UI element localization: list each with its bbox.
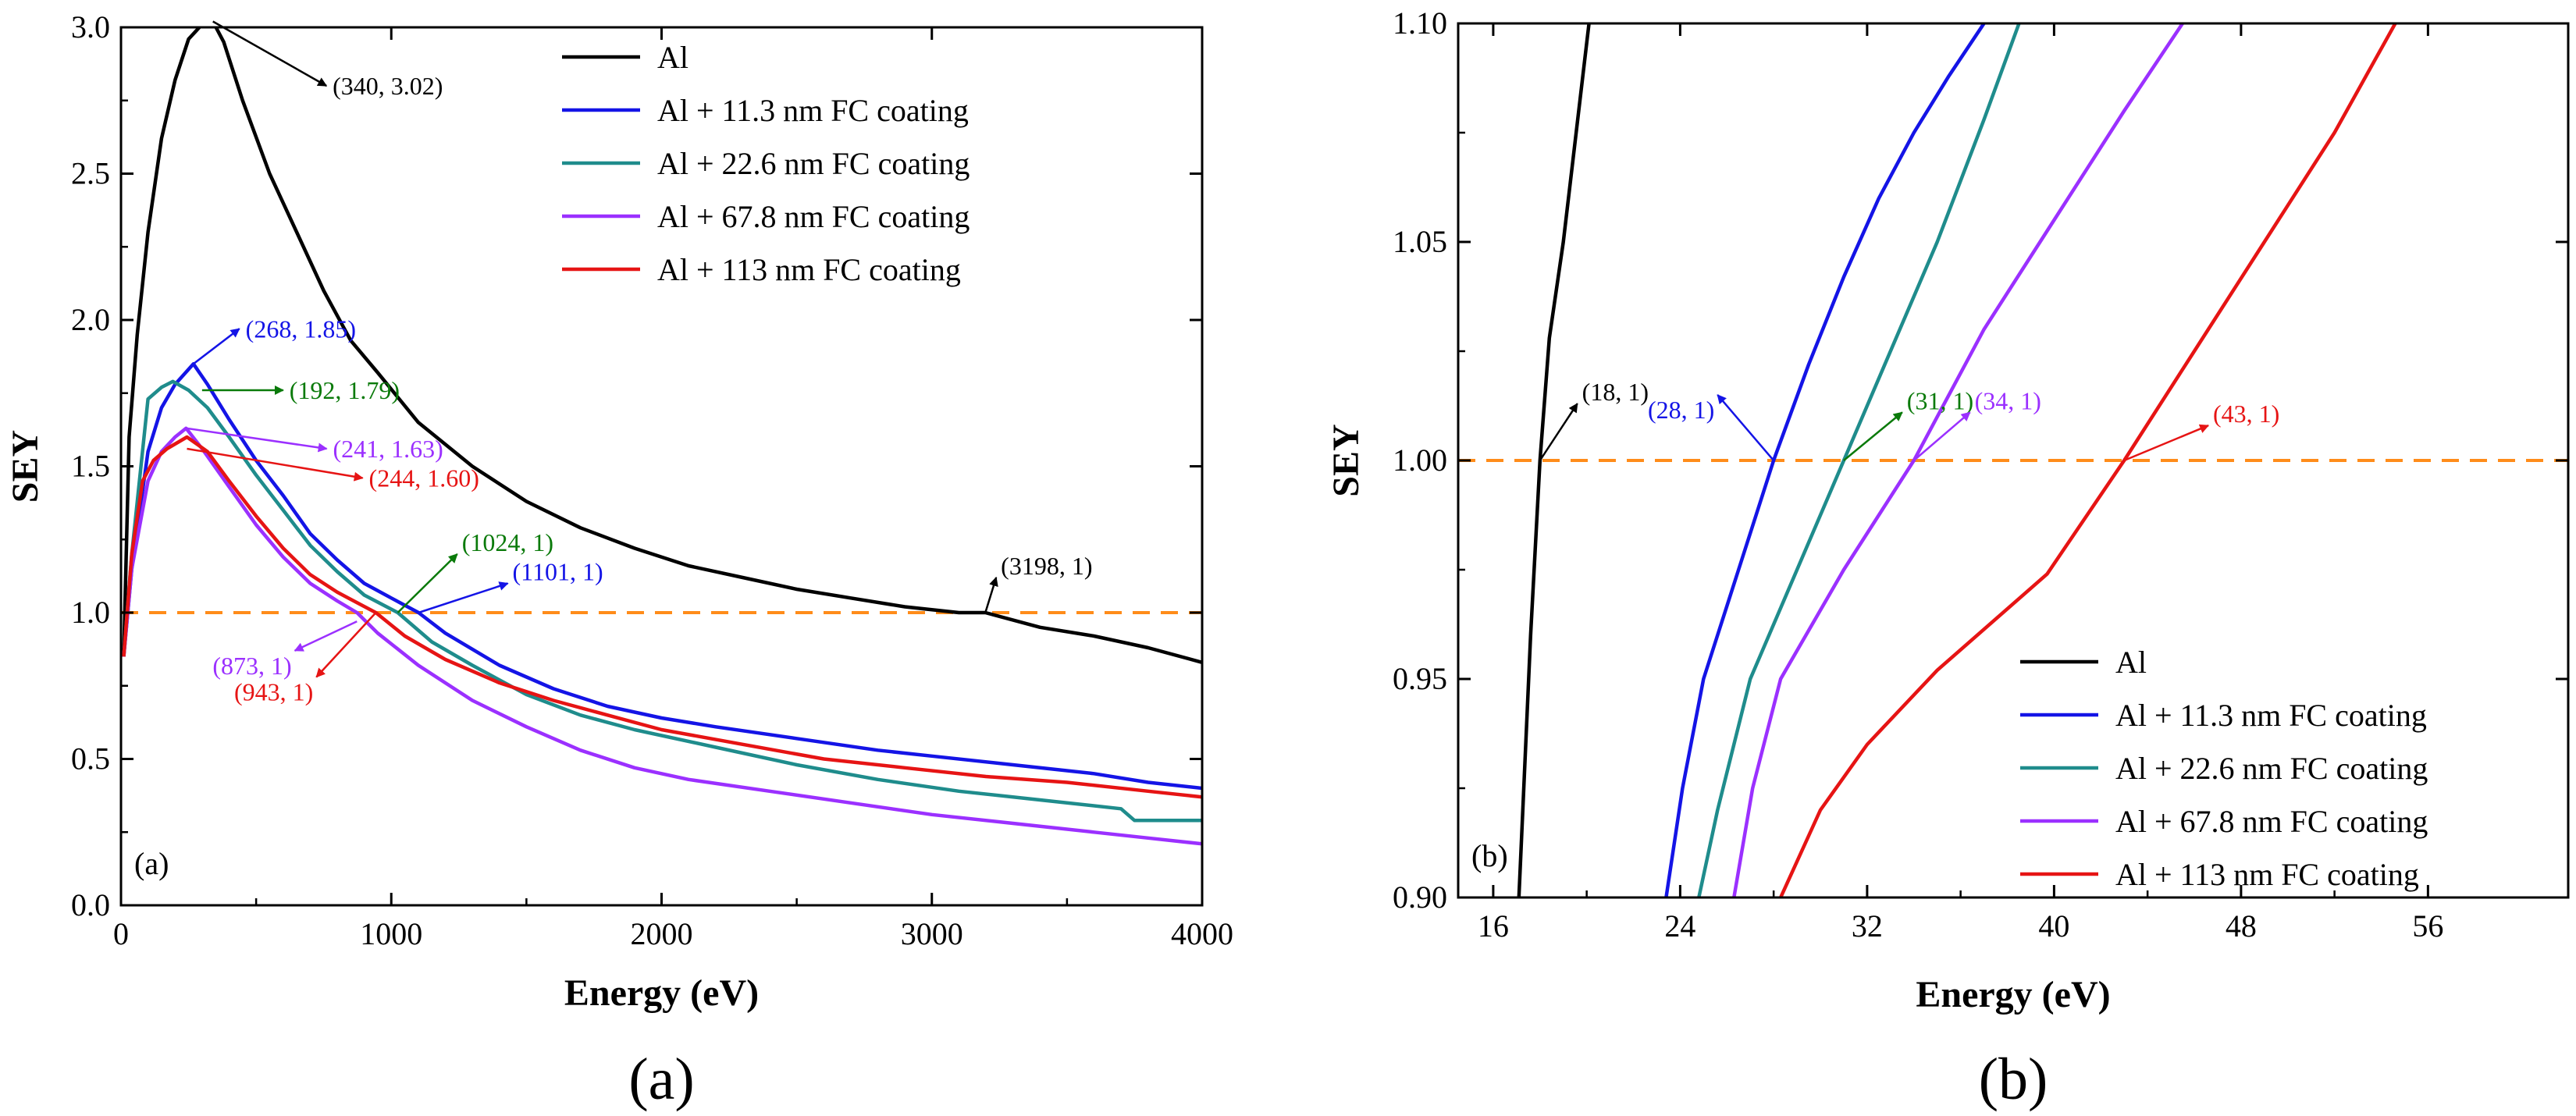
x-tick-label: 32 [1852,908,1883,944]
annotation-label: (340, 3.02) [333,72,443,100]
x-axis-label: Energy (eV) [1916,974,2110,1015]
series-line-5 [122,435,1202,799]
annotation-arrow [1843,411,1903,461]
annotation-label: (192, 1.79) [290,376,400,404]
legend-label: Al + 11.3 nm FC coating [657,93,969,128]
series-line-1 [1517,23,1591,897]
legend-label: Al + 67.8 nm FC coating [2115,804,2428,839]
legend-label: Al + 67.8 nm FC coating [657,199,970,234]
y-tick-label: 0.5 [71,741,110,777]
annotation-label: (1024, 1) [462,528,553,556]
annotation-arrow [187,447,364,482]
x-axis-label: Energy (eV) [564,972,759,1014]
annotation-label: (244, 1.60) [369,464,479,492]
series-line-5 [1779,23,2397,897]
annotation-label: (1101, 1) [512,558,603,586]
y-axis-label: SEY [1325,424,1367,496]
panel-label: (a) [134,846,169,881]
annotation-arrow [186,427,328,453]
y-tick-label: 2.5 [71,156,110,191]
x-tick-label: 24 [1664,908,1695,944]
panel-caption: (a) [628,1047,694,1112]
legend-label: Al + 22.6 nm FC coating [657,146,970,181]
annotation-label: (268, 1.85) [246,315,356,343]
y-tick-label: 1.00 [1393,442,1447,478]
annotation-arrow [1539,403,1578,461]
legend-label: Al + 113 nm FC coating [2115,857,2419,892]
y-tick-label: 0.0 [71,887,110,922]
annotation-arrow [1912,411,1971,461]
panel-b: 16 24 32 40 48 56 0.90 0.95 1.00 1.05 1.10 Energy (… [1325,5,2570,1112]
x-tick-label: 4000 [1171,916,1233,951]
annotation-label: (18, 1) [1582,378,1649,406]
legend-label: Al [2115,645,2147,680]
y-tick-label: 2.0 [71,302,110,337]
annotation-arrow [2123,424,2210,462]
x-tick-label: 2000 [631,916,693,951]
x-tick-label: 40 [2038,908,2069,944]
annotation-arrow [212,20,328,87]
annotation-arrow [397,553,458,613]
annotation-label: (3198, 1) [1001,552,1092,580]
annotation-arrow [193,328,240,365]
legend-label: Al + 22.6 nm FC coating [2115,751,2428,786]
annotation-arrow [418,581,509,614]
annotation-label: (28, 1) [1648,396,1714,424]
y-tick-label: 1.5 [71,449,110,484]
annotation-arrow [984,576,998,613]
y-tick-label: 0.90 [1393,880,1447,915]
annotation-label: (241, 1.63) [333,435,443,463]
annotation-label: (873, 1) [212,652,291,680]
x-tick-label: 3000 [901,916,963,951]
panel-caption: (b) [1979,1047,2048,1112]
legend-label: Al + 11.3 nm FC coating [2115,698,2427,733]
x-tick-label: 0 [113,916,129,951]
y-tick-label: 0.95 [1393,661,1447,696]
annotation-label: (943, 1) [234,678,313,706]
annotation-arrow [1717,394,1775,461]
x-tick-label: 16 [1478,908,1509,944]
y-tick-label: 1.0 [71,595,110,630]
y-axis-label: SEY [5,430,46,503]
x-tick-label: 56 [2412,908,2443,944]
annotation-arrow [315,612,377,678]
x-tick-label: 48 [2226,908,2257,944]
series-line-2 [1664,23,1986,897]
legend-label: Al + 113 nm FC coating [657,252,961,287]
annotation-label: (34, 1) [1975,386,2041,414]
annotation-arrow [294,620,358,652]
x-tick-label: 1000 [360,916,422,951]
panel-a: 0 1000 2000 3000 4000 0.0 0.5 1.0 1.5 2.0 2.5 3.0 En… [5,9,1233,1112]
annotation-label: (43, 1) [2213,400,2279,428]
y-tick-label: 1.05 [1393,224,1447,259]
legend-label: Al [657,40,688,75]
series-line-4 [122,426,1202,846]
annotation-label: (31, 1) [1907,386,1973,414]
y-tick-label: 3.0 [71,9,110,44]
series-line-3 [122,379,1202,823]
series-line-1 [122,27,1202,664]
panel-label: (b) [1471,838,1508,873]
y-tick-label: 1.10 [1393,5,1447,41]
